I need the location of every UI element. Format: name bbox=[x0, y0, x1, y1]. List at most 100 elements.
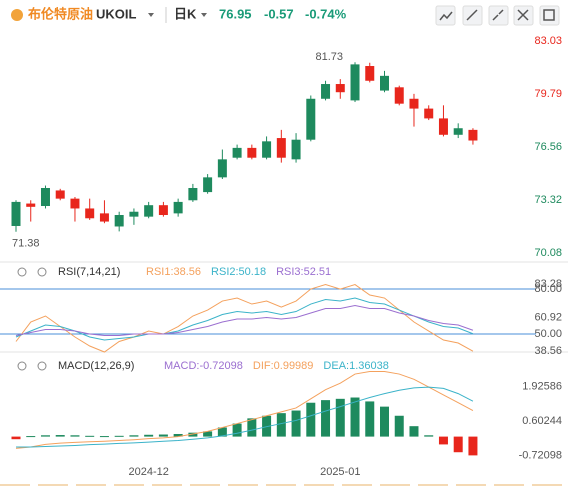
candle-body bbox=[306, 98, 316, 140]
candle-body bbox=[188, 187, 198, 201]
y-tick-label: 70.08 bbox=[534, 247, 562, 259]
histogram-bar bbox=[321, 400, 331, 437]
histogram-bar bbox=[306, 402, 316, 437]
histogram-bar bbox=[365, 401, 375, 437]
last-price: 76.95 bbox=[219, 6, 252, 21]
y-tick-label: 79.79 bbox=[534, 88, 562, 100]
histogram-bar bbox=[173, 433, 183, 437]
candle-body bbox=[173, 201, 183, 214]
histogram-bar bbox=[380, 406, 389, 437]
indicator-title: MACD(12,26,9) bbox=[58, 360, 134, 372]
histogram-bar bbox=[114, 435, 124, 437]
histogram-bar bbox=[217, 427, 227, 437]
icon bbox=[543, 9, 555, 21]
candle-body bbox=[380, 75, 389, 91]
gear-icon[interactable] bbox=[37, 361, 47, 371]
histogram-bar bbox=[188, 432, 198, 437]
series-line bbox=[15, 283, 474, 353]
legend-entry: RSI1:38.56 bbox=[146, 266, 201, 278]
histogram-bar bbox=[99, 436, 109, 438]
tool-icons bbox=[439, 9, 555, 21]
candle-body bbox=[85, 208, 95, 219]
legend-entry: MACD:-0.72098 bbox=[164, 360, 243, 372]
histogram-bar bbox=[394, 415, 404, 437]
histogram-bar bbox=[247, 418, 257, 437]
candle-body bbox=[409, 98, 419, 109]
dropdown-arrow[interactable] bbox=[201, 13, 207, 17]
series-line bbox=[15, 370, 474, 449]
eye-icon[interactable] bbox=[17, 267, 27, 277]
candle-body bbox=[453, 128, 463, 135]
candle-body bbox=[11, 201, 21, 226]
y-tick-label: 80.00 bbox=[534, 283, 562, 295]
candle-body bbox=[55, 190, 65, 199]
y-tick-label: 83.28 bbox=[534, 278, 562, 290]
histogram-bar bbox=[468, 436, 478, 456]
legend-entry: RSI3:52.51 bbox=[276, 266, 331, 278]
histogram-bar bbox=[11, 436, 21, 440]
histogram-bar bbox=[129, 435, 139, 437]
y-tick-label: 0.60244 bbox=[522, 415, 562, 427]
series-line bbox=[16, 386, 474, 448]
candle-body bbox=[144, 205, 154, 217]
candle-body bbox=[365, 66, 375, 81]
candle-body bbox=[438, 118, 448, 135]
y-tick-label: -0.72098 bbox=[519, 449, 562, 461]
histogram-bar bbox=[232, 423, 242, 437]
histogram-bar bbox=[262, 415, 272, 437]
symbol-icon bbox=[11, 9, 23, 21]
histogram-bar bbox=[276, 413, 286, 437]
y-tick-label: 60.92 bbox=[534, 312, 562, 324]
candle-body bbox=[276, 138, 286, 158]
change: -0.57 bbox=[264, 6, 294, 21]
candle-body bbox=[26, 203, 36, 207]
candle-body bbox=[424, 108, 434, 119]
histogram-bar bbox=[291, 410, 301, 437]
eye-icon[interactable] bbox=[17, 361, 27, 371]
histogram-bar bbox=[85, 435, 95, 437]
histogram-bar bbox=[453, 436, 463, 453]
candle-body bbox=[232, 147, 242, 158]
change-pct: -0.74% bbox=[305, 6, 347, 21]
tool-button[interactable] bbox=[539, 5, 560, 26]
histogram-bar bbox=[158, 434, 168, 437]
histogram-bar bbox=[70, 435, 80, 437]
y-tick-label: 38.56 bbox=[534, 345, 562, 357]
histogram-bar bbox=[26, 436, 36, 438]
candle-body bbox=[394, 87, 404, 104]
y-tick-label: 50.00 bbox=[534, 328, 562, 340]
min-label: 71.38 bbox=[12, 238, 40, 250]
x-tick-label: 2024-12 bbox=[128, 466, 168, 478]
icon bbox=[517, 9, 529, 21]
y-tick-label: 83.03 bbox=[534, 35, 562, 47]
histogram-bar bbox=[438, 436, 448, 445]
candle-body bbox=[262, 141, 272, 158]
legend-entry: DIF:0.99989 bbox=[253, 360, 314, 372]
y-tick-label: 73.32 bbox=[534, 194, 562, 206]
indicator-title: RSI(7,14,21) bbox=[58, 266, 120, 278]
series-line bbox=[15, 305, 474, 337]
symbol-code[interactable]: UKOIL bbox=[96, 6, 137, 21]
candle-body bbox=[321, 84, 331, 99]
candle-body bbox=[129, 211, 139, 217]
icon bbox=[439, 11, 453, 21]
max-label: 81.73 bbox=[315, 51, 343, 63]
dropdown-arrow[interactable] bbox=[148, 13, 154, 17]
candle-body bbox=[203, 177, 213, 193]
icon bbox=[466, 9, 478, 21]
candle-body bbox=[70, 198, 80, 209]
y-tick-label: 76.56 bbox=[534, 141, 562, 153]
candle-body bbox=[291, 139, 301, 160]
candle-body bbox=[350, 64, 360, 101]
histogram-bar bbox=[335, 398, 345, 437]
legend-entry: RSI2:50.18 bbox=[211, 266, 266, 278]
candle-body bbox=[114, 215, 124, 227]
histogram-bar bbox=[144, 434, 154, 437]
period[interactable]: 日K bbox=[174, 6, 197, 21]
symbol-name[interactable]: 布伦特原油 bbox=[28, 6, 93, 21]
gear-icon[interactable] bbox=[37, 267, 47, 277]
candle-body bbox=[217, 159, 227, 178]
histogram-bar bbox=[409, 426, 419, 437]
